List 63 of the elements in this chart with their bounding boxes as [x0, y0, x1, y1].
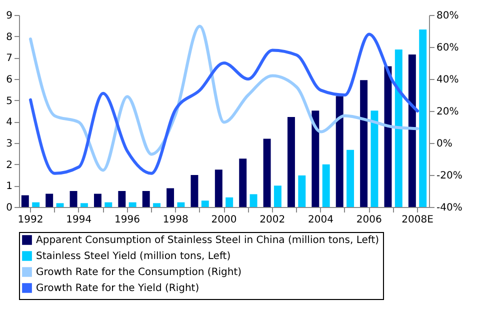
- legend-label: Growth Rate for the Consumption (Right): [36, 267, 242, 278]
- bar: [370, 110, 378, 207]
- x-tick-label: 1998: [162, 214, 188, 226]
- bar: [118, 191, 126, 207]
- x-tick-label: 1992: [18, 214, 44, 226]
- bar: [56, 203, 64, 207]
- y2-tick-label: 80%: [436, 10, 459, 22]
- bar: [166, 188, 174, 207]
- bar: [360, 80, 368, 207]
- y2-tick-label: -20%: [436, 170, 462, 182]
- bar: [419, 30, 427, 207]
- bar: [322, 164, 330, 207]
- bar: [80, 203, 88, 207]
- x-tick-label: 2008E: [402, 214, 434, 226]
- x-tick-label: 1994: [66, 214, 92, 226]
- y-tick-label: 8: [6, 32, 12, 43]
- y-tick-label: 3: [6, 138, 12, 150]
- y2-tick-label: 0%: [436, 138, 452, 150]
- bar: [104, 202, 112, 207]
- y2-tick-label: -40%: [436, 202, 462, 214]
- legend-label: Growth Rate for the Yield (Right): [36, 283, 200, 294]
- bar: [312, 110, 320, 207]
- legend-label: Stainless Steel Yield (million tons, Left): [36, 251, 231, 262]
- bar: [298, 175, 306, 207]
- x-tick-label: 2000: [211, 214, 237, 226]
- y-tick-label: 1: [6, 181, 12, 192]
- bar: [21, 195, 29, 207]
- bar: [263, 138, 271, 207]
- bar: [177, 202, 185, 207]
- y-tick-label: 2: [6, 160, 12, 171]
- y-tick-label: 0: [6, 202, 12, 214]
- bar: [142, 191, 150, 207]
- bar: [239, 158, 247, 207]
- bar: [46, 194, 54, 207]
- bar: [287, 116, 295, 207]
- bar: [214, 170, 222, 207]
- y2-tick-label: 60%: [436, 42, 459, 54]
- bar: [201, 200, 209, 207]
- y-tick-label: 6: [6, 74, 12, 86]
- y2-tick-label: 40%: [436, 74, 459, 86]
- bar: [346, 150, 354, 207]
- y-tick-label: 4: [6, 117, 12, 128]
- bar: [32, 202, 40, 207]
- bar: [94, 194, 102, 207]
- bar: [70, 191, 78, 207]
- bar: [408, 54, 416, 207]
- legend-label: Apparent Consumption of Stainless Steel in China (million tons, Left): [36, 235, 380, 246]
- bar: [128, 202, 136, 207]
- x-tick-label: 2006: [356, 214, 382, 226]
- y-tick-label: 5: [6, 96, 12, 107]
- y-tick-label: 9: [6, 10, 12, 22]
- bar: [336, 96, 344, 207]
- bar: [226, 197, 234, 207]
- x-tick-label: 1996: [114, 214, 140, 226]
- bar: [250, 194, 258, 207]
- y-tick-label: 7: [6, 53, 12, 64]
- bar: [394, 50, 402, 207]
- bar: [190, 175, 198, 207]
- bar: [274, 186, 282, 207]
- bar: [153, 203, 161, 207]
- x-tick-label: 2004: [308, 214, 334, 226]
- x-tick-label: 2002: [260, 214, 286, 226]
- y2-tick-label: 20%: [436, 106, 459, 118]
